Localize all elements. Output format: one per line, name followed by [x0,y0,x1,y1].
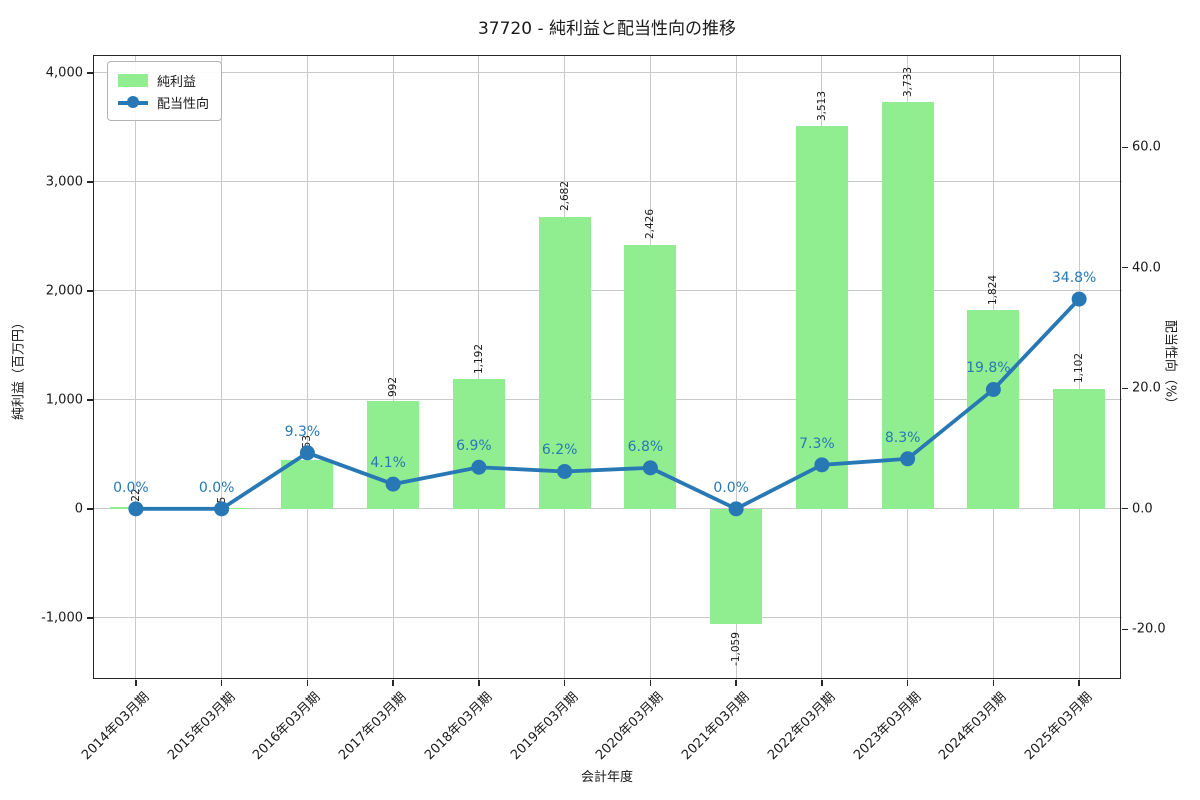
tick-mark [135,680,137,686]
bar-value-label: 5 [215,496,228,504]
gridline-v [135,55,137,680]
bar-value-label: 1,102 [1073,353,1086,384]
tick-mark [1122,628,1128,631]
tick-mark [1122,387,1128,389]
tick-mark [220,680,223,686]
bar [195,508,248,510]
y-tick-label-left: 2,000 [45,283,83,299]
gridline-h [93,181,1122,183]
tick-mark [1122,267,1128,269]
gridline-h [93,72,1122,74]
bar-value-label: 3,733 [901,66,914,97]
tick-mark [478,680,480,686]
axis-label-right: 配当性向（%） [1162,319,1178,411]
tick-mark [87,617,93,619]
payout-percent-label: 6.2% [541,442,578,459]
gridline-v [306,55,308,680]
payout-percent-label: 0.0% [198,479,235,496]
y-tick-label-left: -1,000 [41,610,83,626]
bar [109,506,162,509]
gridline-h [93,617,1122,619]
bar [1053,388,1106,509]
bar-value-label: 1,192 [472,343,485,374]
payout-percent-label: 9.3% [284,423,321,440]
legend-label-payout: 配当性向 [157,96,210,112]
tick-mark [87,508,93,510]
tick-mark [1078,680,1080,686]
tick-mark [563,680,566,686]
legend-item-payout: 配当性向 [118,91,209,113]
gridline-v [392,55,394,680]
y-tick-label-right: 0.0 [1132,501,1153,517]
gridline-h [93,290,1122,292]
y-tick-label-right: 60.0 [1132,139,1161,155]
tick-mark [821,680,823,686]
bar-value-label: 1,824 [987,274,1000,305]
bar-value-label: 992 [387,376,400,397]
bar [967,310,1020,509]
y-tick-label-right: 40.0 [1132,260,1161,276]
legend-label-net-profit: 純利益 [157,74,197,90]
tick-mark [906,680,909,686]
payout-percent-label: 19.8% [966,360,1011,377]
y-tick-label-left: 4,000 [45,65,83,81]
tick-mark [87,399,93,401]
tick-mark [87,181,93,183]
bar [281,459,334,509]
payout-percent-label: 6.9% [456,438,492,455]
legend-item-net-profit: 純利益 [118,69,209,91]
tick-mark [1122,508,1128,510]
tick-mark [992,680,995,686]
tick-mark [649,680,652,686]
y-tick-label-left: 0 [74,501,83,517]
chart-title: 37720 - 純利益と配当性向の推移 [477,19,737,39]
bar-value-label: -1,059 [730,632,743,666]
bar [710,508,763,625]
line-marker-swatch-icon [118,94,148,110]
bar [538,216,591,509]
bar-value-label: 2,426 [644,209,657,240]
tick-mark [392,680,394,686]
payout-percent-label: 4.1% [370,455,406,472]
y-tick-label-right: -20.0 [1132,621,1166,637]
payout-percent-label: 6.8% [627,438,664,455]
payout-line [135,297,1081,511]
payout-percent-label: 8.3% [884,429,921,446]
bar-value-label: 3,513 [815,90,828,121]
y-tick-label-right: 20.0 [1132,380,1161,396]
tick-mark [306,680,309,686]
payout-percent-label: 7.3% [799,435,835,452]
payout-percent-label: 0.0% [113,479,149,496]
tick-mark [735,680,737,686]
payout-percent-label: 34.8% [1051,270,1097,287]
y-tick-label-left: 1,000 [45,392,83,408]
bar [624,244,677,509]
gridline-v [221,55,223,680]
tick-mark [87,72,93,74]
legend: 純利益 配当性向 [107,61,223,121]
y-tick-label-left: 3,000 [45,174,83,190]
bar [881,102,934,509]
bar-swatch-icon [118,73,148,87]
tick-mark [1122,146,1128,148]
bar-value-label: 2,682 [558,181,571,212]
payout-percent-label: 0.0% [713,479,749,496]
axis-label-x: 会計年度 [580,770,634,785]
tick-mark [87,290,93,292]
